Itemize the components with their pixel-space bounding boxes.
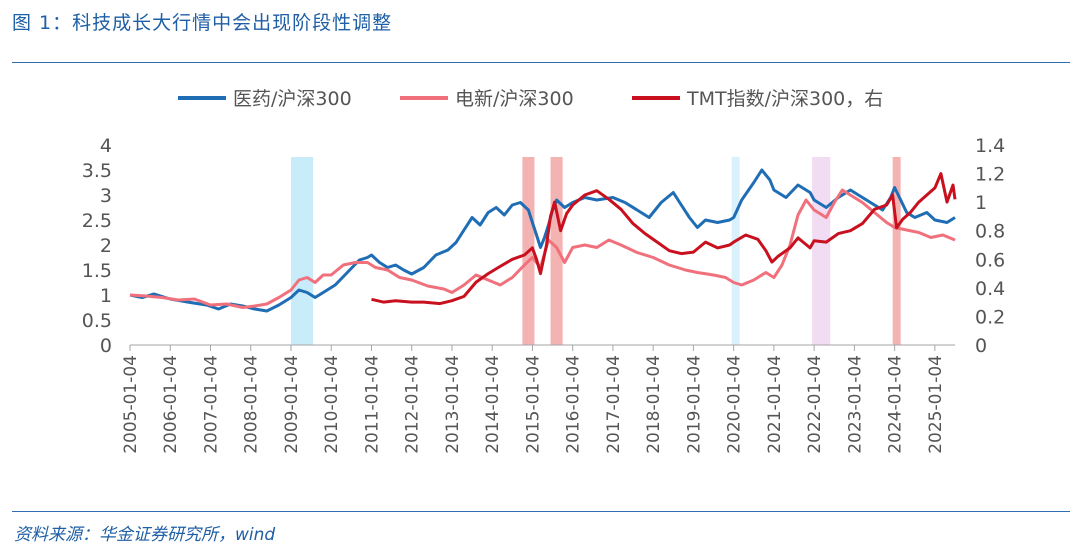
x-tick-label: 2020-01-04	[725, 355, 745, 454]
x-tick-label: 2009-01-04	[282, 355, 302, 454]
y-right-tick-label: 0.4	[975, 278, 1005, 300]
x-tick-label: 2016-01-04	[564, 355, 584, 454]
x-tick-label: 2024-01-04	[886, 355, 906, 454]
x-tick-label: 2021-01-04	[765, 355, 785, 454]
x-tick-label: 2015-01-04	[523, 355, 543, 454]
y-right-tick-label: 1.4	[975, 135, 1005, 157]
x-tick-label: 2025-01-04	[926, 355, 946, 454]
x-tick-label: 2010-01-04	[322, 355, 342, 454]
x-tick-label: 2005-01-04	[121, 355, 141, 454]
y-left-tick-label: 0	[100, 335, 112, 357]
y-left-tick-label: 3	[100, 185, 112, 207]
figure-title: 图 1：科技成长大行情中会出现阶段性调整	[12, 12, 393, 34]
y-left-tick-label: 4	[100, 135, 112, 157]
shaded-periods	[290, 157, 901, 345]
y-right-tick-label: 1	[975, 192, 987, 214]
top-rule	[12, 62, 1070, 63]
x-tick-label: 2011-01-04	[362, 355, 382, 454]
shaded-period-3	[731, 157, 740, 345]
x-tick-label: 2019-01-04	[684, 355, 704, 454]
shaded-period-0	[290, 157, 314, 345]
x-tick-label: 2013-01-04	[443, 355, 463, 454]
legend-label-1: 电新/沪深300	[455, 88, 574, 110]
y-right-tick-label: 0.6	[975, 249, 1005, 271]
shaded-period-4	[812, 157, 831, 345]
figure-source: 资料来源：华金证券研究所，wind	[14, 525, 276, 545]
x-tick-label: 2008-01-04	[242, 355, 262, 454]
y-right-tick-label: 0	[975, 335, 987, 357]
y-left-tick-label: 3.5	[82, 160, 112, 182]
legend-label-2: TMT指数/沪深300，右	[686, 88, 883, 110]
shaded-period-2	[550, 157, 563, 345]
x-tick-label: 2014-01-04	[483, 355, 503, 454]
x-tick-label: 2022-01-04	[805, 355, 825, 454]
y-right-tick-label: 0.2	[975, 306, 1005, 328]
axes: 0 0.5 1 1.5 2 2.5 3 3.5 4 0 0.2 0.4 0.6 0.8 1 1.2 1.4 200…	[82, 135, 1005, 454]
y-left-tick-label: 1	[100, 285, 112, 307]
bottom-rule	[12, 511, 1070, 512]
x-tick-label: 2017-01-04	[604, 355, 624, 454]
line-chart: 医药/沪深300 电新/沪深300 TMT指数/沪深300，右 0 0.5 1 1.5 2 2…	[82, 88, 1005, 454]
x-tick-label: 2012-01-04	[403, 355, 423, 454]
legend-label-0: 医药/沪深300	[233, 88, 352, 110]
y-left-tick-label: 2.5	[82, 210, 112, 232]
series-lines	[129, 168, 957, 313]
shaded-period-5	[892, 157, 901, 345]
y-left-tick-label: 0.5	[82, 310, 112, 332]
y-left-tick-label: 1.5	[82, 260, 112, 282]
series-line-1	[129, 188, 956, 309]
legend: 医药/沪深300 电新/沪深300 TMT指数/沪深300，右	[178, 88, 883, 110]
x-tick-label: 2007-01-04	[201, 355, 221, 454]
y-left-tick-label: 2	[100, 235, 112, 257]
x-tick-label: 2023-01-04	[845, 355, 865, 454]
y-right-tick-label: 1.2	[975, 164, 1005, 186]
x-tick-label: 2018-01-04	[644, 355, 664, 454]
series-line-0	[129, 168, 956, 313]
y-right-tick-label: 0.8	[975, 221, 1005, 243]
x-tick-label: 2006-01-04	[161, 355, 181, 454]
series-line-2	[371, 172, 957, 306]
